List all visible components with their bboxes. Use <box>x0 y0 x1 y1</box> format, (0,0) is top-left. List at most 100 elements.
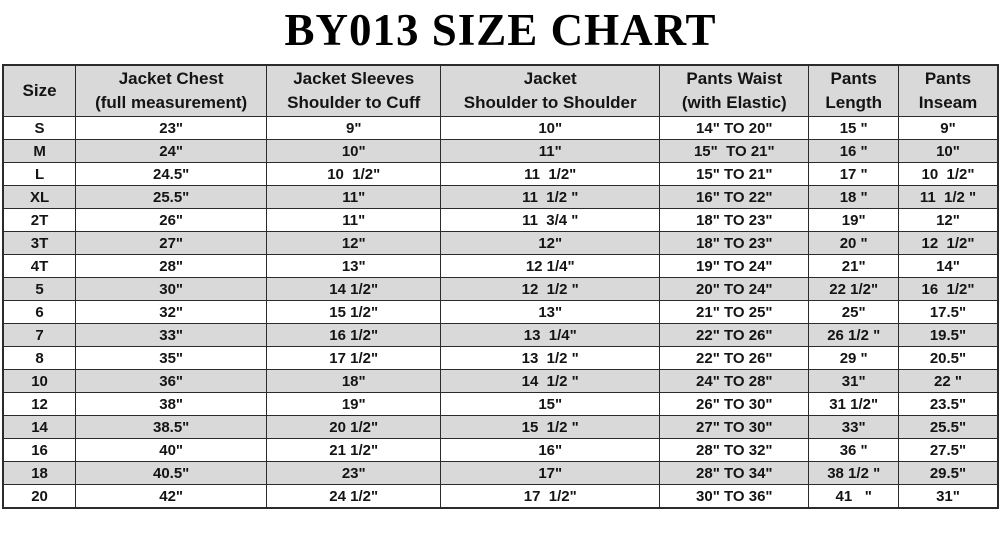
value-cell: 20.5" <box>897 346 999 370</box>
column-header: Size <box>2 64 77 117</box>
value-cell: 22 " <box>897 369 999 393</box>
size-cell: 10 <box>2 369 77 393</box>
size-table-body: S 23" 9" 10" 14" TO 20" 15 " 9" M 24" 10" 11" 15" T… <box>2 116 999 509</box>
value-cell: 17" <box>440 461 661 485</box>
value-cell: 25" <box>808 300 899 324</box>
value-cell: 30" <box>75 277 268 301</box>
size-cell: 5 <box>2 277 77 301</box>
value-cell: 16 " <box>808 139 899 163</box>
value-cell: 16" TO 22" <box>659 185 810 209</box>
column-header-line: Jacket Sleeves <box>293 69 415 88</box>
value-cell: 24.5" <box>75 162 268 186</box>
value-cell: 36" <box>75 369 268 393</box>
value-cell: 9" <box>266 116 442 140</box>
value-cell: 13" <box>440 300 661 324</box>
table-header: Size Jacket Chest (full measurement) Jacket… <box>2 64 999 117</box>
table-row: 16 40" 21 1/2" 16" 28" TO 32" 36 " 27.5" <box>2 438 999 462</box>
value-cell: 10 1/2" <box>266 162 442 186</box>
column-header-line: Size <box>22 81 57 100</box>
column-header-line: Pants <box>830 69 877 88</box>
value-cell: 27" <box>75 231 268 255</box>
size-cell: 4T <box>2 254 77 278</box>
value-cell: 22" TO 26" <box>659 323 810 347</box>
column-header-line: (full measurement) <box>95 93 248 112</box>
column-header-line: Shoulder to Cuff <box>287 93 421 112</box>
size-chart-table: Size Jacket Chest (full measurement) Jacket… <box>2 64 999 509</box>
value-cell: 15" TO 21" <box>659 139 810 163</box>
value-cell: 40" <box>75 438 268 462</box>
value-cell: 29 " <box>808 346 899 370</box>
column-header-line: Jacket <box>523 69 577 88</box>
value-cell: 38" <box>75 392 268 416</box>
value-cell: 19" <box>266 392 442 416</box>
value-cell: 22" TO 26" <box>659 346 810 370</box>
value-cell: 38 1/2 " <box>808 461 899 485</box>
column-header-line: (with Elastic) <box>681 93 787 112</box>
column-header: Jacket Sleeves Shoulder to Cuff <box>266 64 442 117</box>
value-cell: 17 1/2" <box>266 346 442 370</box>
table-row: 14 38.5" 20 1/2" 15 1/2 " 27" TO 30" 33" 25.5" <box>2 415 999 439</box>
column-header-line: Shoulder to Shoulder <box>463 93 637 112</box>
size-cell: 20 <box>2 484 77 509</box>
table-row: 8 35" 17 1/2" 13 1/2 " 22" TO 26" 29 " 20.5" <box>2 346 999 370</box>
value-cell: 14 1/2 " <box>440 369 661 393</box>
value-cell: 11 1/2" <box>440 162 661 186</box>
value-cell: 30" TO 36" <box>659 484 810 509</box>
table-row: M 24" 10" 11" 15" TO 21" 16 " 10" <box>2 139 999 163</box>
value-cell: 13 1/2 " <box>440 346 661 370</box>
value-cell: 11" <box>266 185 442 209</box>
value-cell: 16 1/2" <box>266 323 442 347</box>
value-cell: 38.5" <box>75 415 268 439</box>
size-cell: 6 <box>2 300 77 324</box>
value-cell: 40.5" <box>75 461 268 485</box>
value-cell: 19" <box>808 208 899 232</box>
value-cell: 19.5" <box>897 323 999 347</box>
value-cell: 28" TO 32" <box>659 438 810 462</box>
table-row: 20 42" 24 1/2" 17 1/2" 30" TO 36" 41 " 31" <box>2 484 999 509</box>
size-cell: 18 <box>2 461 77 485</box>
value-cell: 28" <box>75 254 268 278</box>
value-cell: 26" <box>75 208 268 232</box>
table-row: 3T 27" 12" 12" 18" TO 23" 20 " 12 1/2" <box>2 231 999 255</box>
value-cell: 14 1/2" <box>266 277 442 301</box>
value-cell: 27" TO 30" <box>659 415 810 439</box>
value-cell: 36 " <box>808 438 899 462</box>
column-header-line: Inseam <box>918 93 978 112</box>
header-row: Size Jacket Chest (full measurement) Jacket… <box>2 64 999 117</box>
value-cell: 10" <box>440 116 661 140</box>
value-cell: 14" <box>897 254 999 278</box>
value-cell: 13 1/4" <box>440 323 661 347</box>
column-header-line: Pants <box>924 69 972 88</box>
value-cell: 31 1/2" <box>808 392 899 416</box>
table-row: L 24.5" 10 1/2" 11 1/2" 15" TO 21" 17 " 10 1/2… <box>2 162 999 186</box>
value-cell: 9" <box>897 116 999 140</box>
value-cell: 28" TO 34" <box>659 461 810 485</box>
value-cell: 18" TO 23" <box>659 231 810 255</box>
size-cell: S <box>2 116 77 140</box>
value-cell: 33" <box>75 323 268 347</box>
size-cell: 7 <box>2 323 77 347</box>
value-cell: 35" <box>75 346 268 370</box>
value-cell: 11 1/2 " <box>897 185 999 209</box>
value-cell: 42" <box>75 484 268 509</box>
value-cell: 23.5" <box>897 392 999 416</box>
table-row: XL 25.5" 11" 11 1/2 " 16" TO 22" 18 " 11 1/2 " <box>2 185 999 209</box>
value-cell: 16" <box>440 438 661 462</box>
size-cell: 16 <box>2 438 77 462</box>
size-cell: 12 <box>2 392 77 416</box>
value-cell: 11 1/2 " <box>440 185 661 209</box>
value-cell: 17 1/2" <box>440 484 661 509</box>
value-cell: 29.5" <box>897 461 999 485</box>
table-row: 6 32" 15 1/2" 13" 21" TO 25" 25" 17.5" <box>2 300 999 324</box>
value-cell: 23" <box>75 116 268 140</box>
table-row: 12 38" 19" 15" 26" TO 30" 31 1/2" 23.5" <box>2 392 999 416</box>
value-cell: 20 1/2" <box>266 415 442 439</box>
value-cell: 10 1/2" <box>897 162 999 186</box>
value-cell: 26 1/2 " <box>808 323 899 347</box>
value-cell: 25.5" <box>897 415 999 439</box>
value-cell: 17 " <box>808 162 899 186</box>
value-cell: 12" <box>266 231 442 255</box>
value-cell: 10" <box>266 139 442 163</box>
value-cell: 15 1/2 " <box>440 415 661 439</box>
column-header-line: Jacket Chest <box>118 69 224 88</box>
